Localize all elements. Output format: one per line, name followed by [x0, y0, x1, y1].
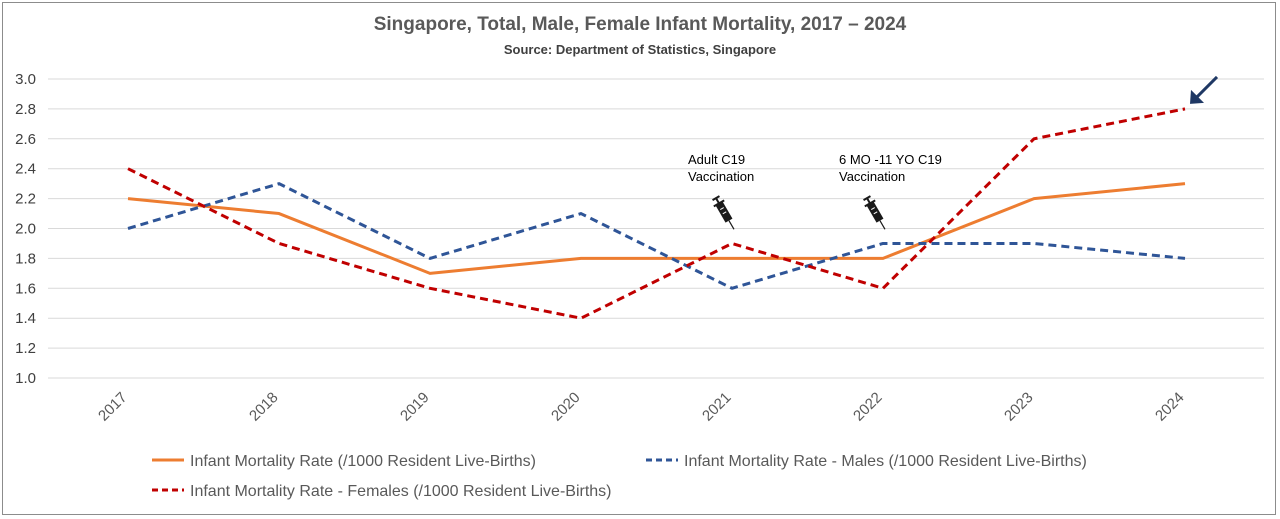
y-tick-label: 3.0 — [15, 71, 36, 88]
y-tick-label: 1.6 — [15, 280, 36, 297]
x-axis: 2017 2018 2019 2020 2021 2022 2023 2024 — [95, 389, 1188, 425]
y-tick-label: 2.8 — [15, 101, 36, 118]
syringe-flange — [713, 199, 725, 208]
syringe-mark — [873, 211, 878, 215]
y-tick-label: 2.0 — [15, 221, 36, 238]
x-tick-label: 2020 — [548, 389, 584, 425]
x-tick-label: 2022 — [850, 389, 886, 425]
arrow-icon — [1190, 89, 1204, 104]
legend-label-3: Infant Mortality Rate - Females (/1000 R… — [190, 483, 612, 500]
annotation-text: Vaccination — [688, 169, 754, 184]
series-line-1 — [127, 182, 1186, 275]
arrow-shaft — [1193, 75, 1219, 100]
y-axis: 1.0 1.2 1.4 1.6 1.8 2.0 2.2 2.4 2.6 2.8 3.0 — [15, 71, 36, 387]
syringe-mark — [720, 207, 724, 210]
syringe-needle — [728, 220, 735, 230]
x-tick-label: 2018 — [246, 389, 282, 425]
legend-label-2: Infant Mortality Rate - Males (/1000 Res… — [684, 453, 1087, 470]
syringe-barrel — [866, 201, 884, 223]
y-tick-label: 1.2 — [15, 340, 36, 357]
annotation-text: Adult C19 — [688, 152, 745, 167]
y-tick-label: 1.8 — [15, 250, 36, 267]
x-tick-label: 2019 — [397, 389, 433, 425]
annotations: Adult C19 Vaccination 6 MO -11 YO C19 Vacci… — [688, 75, 1219, 230]
syringe-plunger-top — [863, 195, 871, 202]
x-tick-label: 2021 — [699, 389, 735, 425]
x-tick-label: 2023 — [1001, 389, 1037, 425]
y-tick-label: 1.4 — [15, 310, 36, 327]
annotation-text: Vaccination — [839, 169, 905, 184]
legend: Infant Mortality Rate (/1000 Resident Li… — [152, 453, 1087, 500]
syringe-mark — [871, 207, 875, 210]
syringe-mark — [722, 211, 727, 215]
series-lines — [127, 107, 1186, 320]
syringe-icon — [863, 195, 886, 230]
syringe-barrel — [715, 201, 733, 223]
y-tick-label: 2.6 — [15, 131, 36, 148]
y-tick-label: 1.0 — [15, 370, 36, 387]
y-tick-label: 2.4 — [15, 161, 36, 178]
gridlines — [48, 78, 1264, 379]
annotation-text: 6 MO -11 YO C19 — [839, 152, 942, 167]
syringe-needle — [879, 220, 886, 230]
chart-title: Singapore, Total, Male, Female Infant Mo… — [373, 14, 907, 35]
syringe-plunger-top — [712, 195, 720, 202]
syringe-icon — [712, 195, 735, 230]
x-tick-label: 2024 — [1152, 389, 1188, 425]
series-line-3 — [127, 107, 1186, 320]
legend-label-1: Infant Mortality Rate (/1000 Resident Li… — [190, 453, 536, 470]
series-line-2 — [127, 182, 1186, 290]
chart-subtitle: Source: Department of Statistics, Singap… — [503, 42, 777, 57]
syringe-flange — [864, 199, 876, 208]
x-tick-label: 2017 — [95, 389, 131, 425]
y-tick-label: 2.2 — [15, 191, 36, 208]
